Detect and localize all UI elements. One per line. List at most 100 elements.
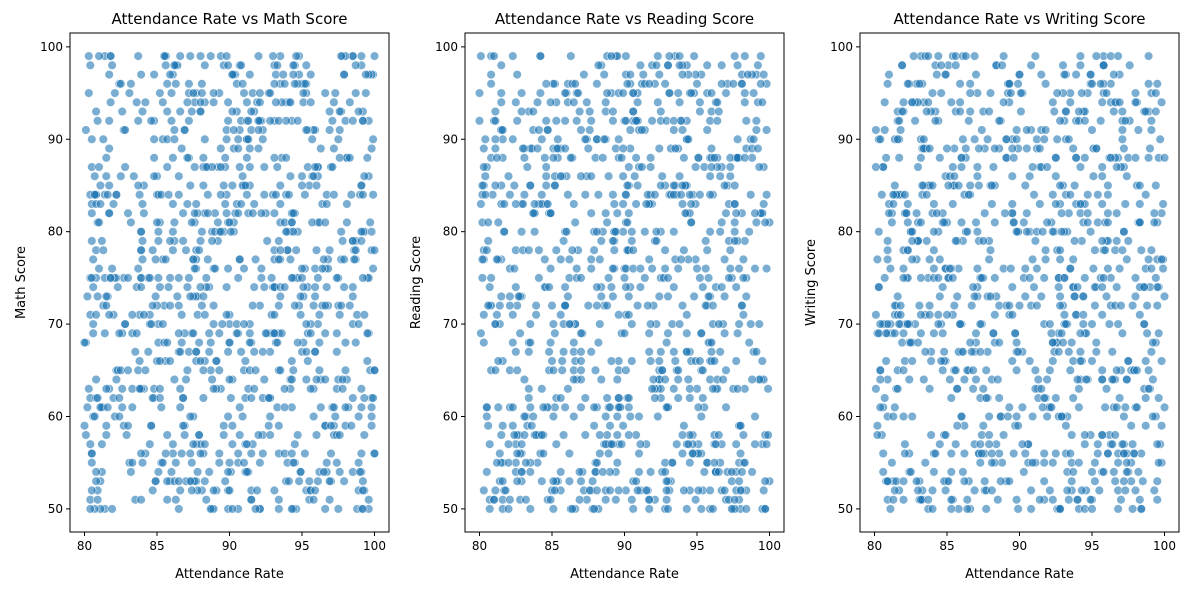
scatter-point [300,448,310,459]
scatter-point [959,476,970,486]
scatter-point [1104,319,1114,329]
scatter-point [335,125,345,135]
scatter-point [136,495,146,505]
scatter-point [637,125,647,135]
scatter-point [654,356,664,366]
scatter-point [641,199,651,209]
scatter-point [1090,476,1100,486]
scatter-point [329,190,339,200]
scatter-point [311,245,322,255]
scatter-point [166,88,177,98]
scatter-point [200,60,210,70]
scatter-point [884,69,894,80]
scatter-point [593,190,604,200]
scatter-point [942,143,952,154]
scatter-point [882,254,893,264]
scatter-point [255,458,265,468]
scatter-point [748,88,759,98]
scatter-point [916,153,926,163]
scatter-point [1152,476,1162,486]
scatter-point [1033,374,1043,385]
scatter-point [1080,273,1090,283]
scatter-point [1114,97,1125,107]
scatter-point [875,134,885,144]
scatter-point [301,347,311,357]
scatter-point [264,393,274,403]
scatter-point [545,97,556,107]
scatter-point [174,301,184,311]
scatter-point [548,365,559,375]
scatter-point [695,356,705,366]
scatter-point [545,264,556,274]
scatter-point [618,88,628,98]
scatter-point [253,51,264,61]
scatter-point [898,273,909,283]
scatter-point [1122,254,1132,264]
scatter-point [165,356,175,366]
scatter-point [563,384,573,394]
scatter-point [240,356,250,366]
scatter-point [560,402,570,412]
scatter-point [474,88,485,98]
scatter-point [120,319,130,329]
scatter-point [309,495,319,505]
scatter-point [650,393,660,403]
scatter-point [1059,273,1069,283]
scatter-point [1022,125,1032,135]
scatter-point [220,476,230,486]
scatter-point [685,190,695,200]
scatter-point [168,439,178,449]
scatter-point [618,199,628,209]
scatter-point [556,171,566,181]
scatter-point [339,282,349,292]
scatter-point [1101,384,1112,394]
scatter-point [1007,143,1017,154]
scatter-point [913,162,923,172]
scatter-point [194,338,204,348]
scatter-point [332,273,342,283]
scatter-point [624,291,634,302]
scatter-point [101,384,111,394]
scatter-point [1101,291,1112,302]
scatter-point [101,291,111,302]
scatter-point [1085,69,1096,80]
scatter-point [1149,485,1159,496]
scatter-point [311,430,322,440]
scatter-point [1120,402,1130,412]
scatter-point [117,384,127,394]
scatter-point [245,162,255,172]
scatter-point [618,171,628,181]
scatter-point [1067,338,1077,348]
scatter-point [359,310,369,320]
scatter-point [940,69,951,80]
scatter-point [182,365,192,375]
scatter-point [227,421,237,431]
scatter-point [885,264,896,274]
scatter-point [310,282,320,292]
scatter-point [924,301,935,311]
scatter-point [1117,134,1127,144]
y-tick-label: 100 [435,40,458,54]
scatter-point [490,134,501,144]
scatter-point [104,208,114,218]
scatter-point [174,171,184,181]
scatter-point [1151,273,1161,283]
scatter-point [185,448,195,459]
scatter-point [188,254,198,264]
scatter-point [216,143,226,154]
scatter-point [551,245,561,255]
scatter-point [355,467,365,477]
scatter-point [592,79,602,89]
scatter-point [569,411,579,422]
scatter-point [1156,97,1167,107]
scatter-point [169,134,179,144]
scatter-point [198,393,208,403]
scatter-point [1091,143,1101,154]
scatter-point [113,282,123,292]
scatter-point [178,236,188,246]
scatter-point [177,143,187,154]
scatter-point [233,143,243,154]
scatter-point [238,79,248,89]
scatter-point [116,171,126,181]
x-tick-label: 95 [1084,539,1099,553]
